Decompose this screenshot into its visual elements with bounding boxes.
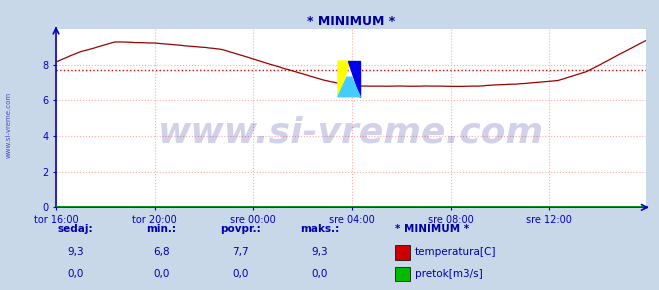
Text: povpr.:: povpr.:	[220, 224, 261, 234]
Text: min.:: min.:	[146, 224, 177, 234]
Text: maks.:: maks.:	[300, 224, 339, 234]
Text: www.si-vreme.com: www.si-vreme.com	[158, 115, 544, 149]
Text: 0,0: 0,0	[312, 269, 328, 279]
Text: 0,0: 0,0	[233, 269, 248, 279]
Text: * MINIMUM *: * MINIMUM *	[395, 224, 469, 234]
Title: * MINIMUM *: * MINIMUM *	[307, 15, 395, 28]
Text: 7,7: 7,7	[232, 247, 249, 257]
Text: www.si-vreme.com: www.si-vreme.com	[5, 92, 12, 158]
Polygon shape	[338, 77, 360, 97]
Text: sedaj:: sedaj:	[58, 224, 94, 234]
Text: 9,3: 9,3	[311, 247, 328, 257]
Text: 6,8: 6,8	[153, 247, 170, 257]
Text: pretok[m3/s]: pretok[m3/s]	[415, 269, 483, 279]
Text: temperatura[C]: temperatura[C]	[415, 247, 497, 257]
Polygon shape	[348, 61, 360, 97]
Text: 9,3: 9,3	[67, 247, 84, 257]
Text: 0,0: 0,0	[68, 269, 84, 279]
Text: 0,0: 0,0	[154, 269, 169, 279]
Polygon shape	[338, 61, 351, 97]
